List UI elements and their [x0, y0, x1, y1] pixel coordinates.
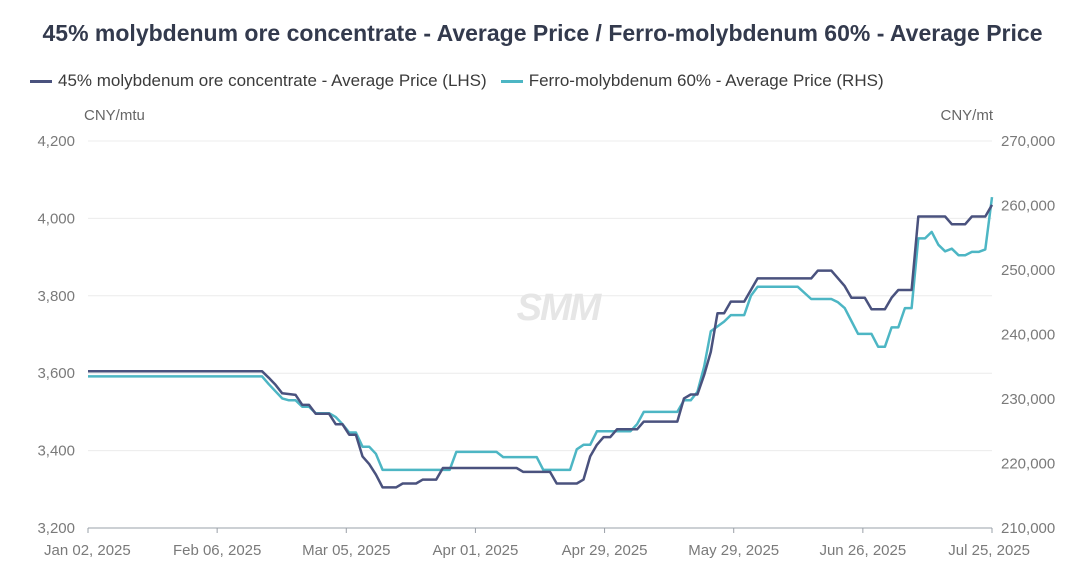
left-tick-label: 4,200	[37, 133, 75, 150]
x-tick-label: Apr 29, 2025	[562, 542, 648, 559]
legend-swatch-ore	[30, 79, 52, 83]
left-tick-label: 3,400	[37, 443, 75, 460]
legend-item-ore[interactable]: 45% molybdenum ore concentrate - Average…	[30, 71, 487, 91]
right-tick-label: 220,000	[1001, 456, 1055, 473]
left-tick-label: 3,800	[37, 288, 75, 305]
left-tick-label: 4,000	[37, 210, 75, 227]
legend-label-ore: 45% molybdenum ore concentrate - Average…	[58, 71, 487, 90]
legend-item-femo[interactable]: Ferro-molybdenum 60% - Average Price (RH…	[500, 71, 884, 91]
left-tick-label: 3,200	[37, 520, 75, 537]
x-tick-label: Mar 05, 2025	[302, 542, 390, 559]
left-axis-unit: CNY/mtu	[84, 107, 145, 124]
right-tick-label: 250,000	[1001, 262, 1055, 279]
x-tick-label: Apr 01, 2025	[432, 542, 518, 559]
x-tick-label: May 29, 2025	[688, 542, 779, 559]
chart-title: 45% molybdenum ore concentrate - Average…	[42, 20, 1043, 46]
right-tick-label: 230,000	[1001, 391, 1055, 408]
x-tick-label: Jun 26, 2025	[819, 542, 906, 559]
x-tick-label: Jul 25, 2025	[948, 542, 1030, 559]
right-axis-unit: CNY/mt	[940, 107, 994, 124]
legend: 45% molybdenum ore concentrate - Average…	[30, 71, 898, 91]
x-tick-label: Feb 06, 2025	[173, 542, 261, 559]
right-tick-label: 240,000	[1001, 327, 1055, 344]
smm-watermark: SMM	[517, 287, 603, 329]
series-line-ore[interactable]	[88, 204, 994, 489]
right-tick-label: 210,000	[1001, 520, 1055, 537]
x-tick-label: Jan 02, 2025	[44, 542, 131, 559]
left-tick-label: 3,600	[37, 365, 75, 382]
legend-swatch-femo	[500, 79, 523, 83]
series-line-femo[interactable]	[88, 196, 994, 472]
right-tick-label: 270,000	[1001, 133, 1055, 150]
right-tick-label: 260,000	[1001, 198, 1055, 215]
legend-label-femo: Ferro-molybdenum 60% - Average Price (RH…	[528, 71, 884, 90]
